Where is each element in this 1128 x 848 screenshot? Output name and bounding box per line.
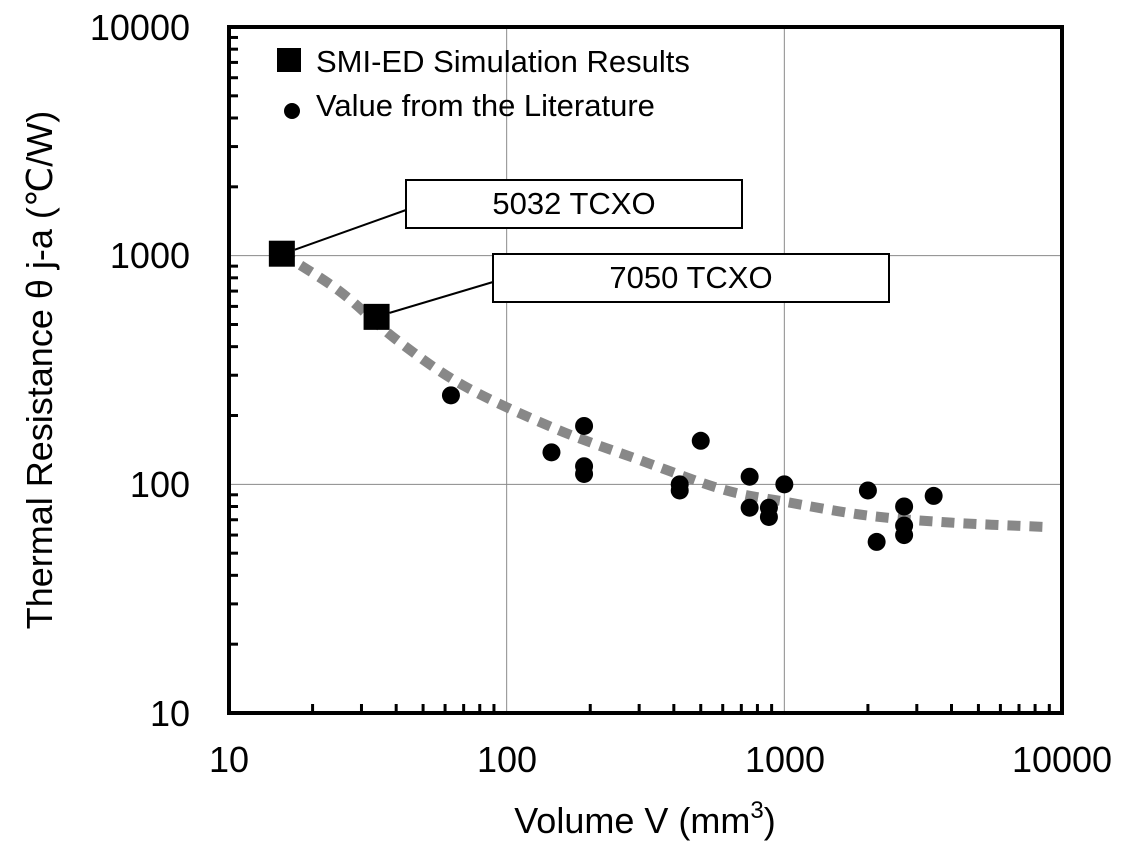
legend-label-literature: Value from the Literature (316, 88, 655, 123)
literature-point (895, 526, 914, 545)
literature-point (858, 481, 877, 500)
literature-point (670, 481, 689, 500)
simulation-point (363, 303, 390, 330)
literature-point (740, 467, 759, 486)
x-tick-label: 100 (477, 739, 537, 780)
legend-square-marker (277, 48, 301, 72)
literature-point (867, 532, 886, 551)
literature-point (691, 431, 710, 450)
literature-point (759, 507, 778, 526)
callout-leader-line (389, 281, 494, 314)
y-tick-label: 10 (150, 693, 190, 734)
literature-point (441, 386, 460, 405)
callout-label: 7050 TCXO (609, 260, 772, 295)
plot-frame (227, 25, 1064, 715)
callout-box (405, 179, 743, 229)
simulation-point (268, 240, 295, 267)
legend: SMI-ED Simulation Results Value from the… (277, 44, 690, 123)
callout-box (492, 253, 890, 303)
literature-point (542, 443, 561, 462)
legend-label-simulation: SMI-ED Simulation Results (316, 44, 690, 79)
y-axis-title: Thermal Resistance θ j-a (℃/W) (19, 111, 60, 630)
literature-point (775, 475, 794, 494)
x-tick-label: 10000 (1012, 739, 1112, 780)
x-tick-labels: 10 100 1000 10000 (209, 739, 1112, 780)
legend-circle-marker (284, 103, 300, 119)
callout-leader-line (294, 209, 407, 251)
y-tick-label: 10000 (90, 7, 190, 48)
y-tick-labels: 10 100 1000 10000 (90, 7, 190, 734)
x-tick-label: 10 (209, 739, 249, 780)
literature-point (575, 464, 594, 483)
callouts: 5032 TCXO 7050 TCXO (294, 179, 890, 314)
data-points (268, 240, 943, 551)
x-tick-label: 1000 (745, 739, 825, 780)
literature-point (924, 486, 943, 505)
y-tick-label: 100 (130, 464, 190, 505)
literature-point (895, 497, 914, 516)
literature-point (740, 498, 759, 517)
x-axis-title: Volume V (mm3) (514, 797, 775, 841)
callout-label: 5032 TCXO (492, 186, 655, 221)
literature-point (575, 416, 594, 435)
y-tick-label: 1000 (110, 235, 190, 276)
